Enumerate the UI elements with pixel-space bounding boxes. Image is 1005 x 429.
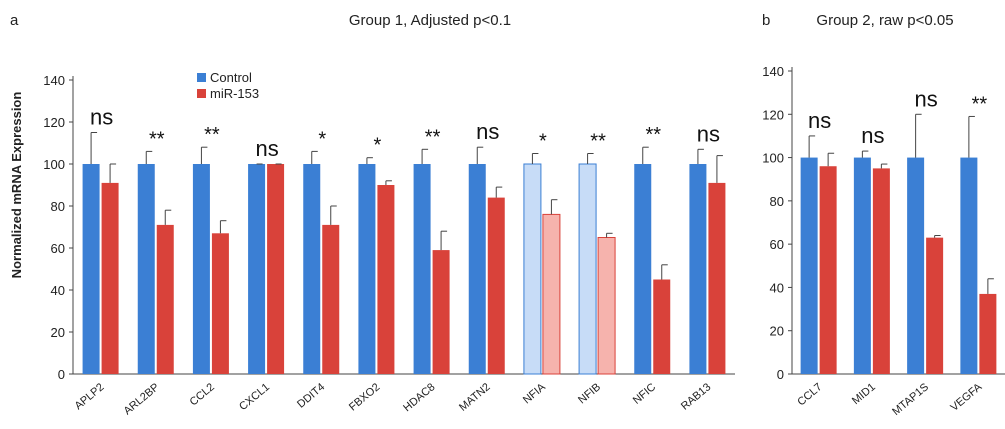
panel-a-significance-label: ** — [645, 124, 661, 146]
panel-b-significance-label: ** — [972, 93, 988, 115]
panel-b-category-label: CCL7 — [795, 381, 824, 408]
panel-a-category-label: RAB13 — [679, 381, 713, 413]
panel-a-bar-control — [303, 164, 321, 374]
panel-a-category-label: CCL2 — [188, 381, 217, 408]
panel-b-bar-control — [960, 157, 978, 374]
panel-b-bar-mir153 — [979, 293, 997, 374]
panel-b-bar-control — [853, 157, 871, 374]
panel-a-significance-label: * — [374, 135, 382, 157]
panel-a-y-tick-label: 80 — [51, 199, 65, 214]
panel-a-y-tick-label: 20 — [51, 325, 65, 340]
panel-a-significance-label: * — [539, 131, 547, 153]
panel-b-bar-control — [907, 157, 925, 374]
panel-a-bar-control — [578, 163, 597, 375]
panel-a-category-label: NFIB — [576, 381, 603, 406]
panel-a-bar-control — [358, 164, 376, 374]
panel-a-category-label: ARL2BP — [122, 381, 162, 417]
panel-a-bar-control — [634, 164, 652, 374]
panel-b-bar-control — [800, 157, 818, 374]
panel-a-bar-control — [523, 163, 542, 375]
panel-b-category-label: MID1 — [850, 381, 878, 407]
panel-a-y-tick-label: 40 — [51, 283, 65, 298]
legend-label-control: Control — [210, 70, 252, 85]
panel-a-bar-control — [82, 164, 100, 374]
panel-a-significance-label: * — [318, 128, 326, 150]
panel-a-bar-mir153 — [211, 233, 229, 374]
panel-b-y-tick-label: 40 — [770, 280, 784, 295]
legend-label-mir153: miR-153 — [210, 86, 259, 101]
panel-a-y-tick-label: 120 — [43, 115, 65, 130]
panel-b-category-label: MTAP1S — [890, 381, 931, 418]
panel-a-bar-mir153 — [597, 237, 616, 375]
panel-b-y-tick-label: 140 — [762, 64, 784, 79]
panel-a-label: a — [10, 12, 19, 29]
panel-b-y-tick-label: 0 — [777, 367, 784, 382]
panel-a-category-label: MATN2 — [457, 381, 493, 414]
panel-a-category-label: DDIT4 — [295, 381, 327, 411]
panel-b-y-tick-label: 20 — [770, 324, 784, 339]
panel-b-significance-label: ns — [915, 86, 938, 111]
panel-b-y-tick-label: 60 — [770, 237, 784, 252]
panel-a-bar-mir153 — [542, 213, 561, 375]
panel-a-bar-mir153 — [487, 197, 505, 374]
panel-a-bar-mir153 — [432, 250, 450, 374]
panel-b-bar-mir153 — [872, 168, 890, 374]
panel-b-significance-label: ns — [861, 123, 884, 148]
panel-a-bar-control — [137, 164, 155, 374]
panel-a-significance-label: ns — [697, 121, 720, 146]
panel-a-category-label: FBXO2 — [347, 381, 382, 413]
panel-b-bar-mir153 — [819, 166, 837, 374]
panel-a-significance-label: ns — [90, 105, 113, 130]
legend-swatch-mir153 — [197, 89, 206, 98]
panel-a-bar-mir153 — [653, 279, 671, 374]
panel-a-significance-label: ** — [425, 126, 441, 148]
panel-a-bar-mir153 — [267, 164, 285, 374]
panel-a-bar-control — [413, 164, 431, 374]
panel-a-category-label: HDAC8 — [401, 381, 437, 414]
panel-b-significance-label: ns — [808, 108, 831, 133]
y-axis-label: Normalized mRNA Expression — [9, 92, 24, 279]
panel-a-bar-mir153 — [156, 224, 174, 374]
panel-b-y-tick-label: 100 — [762, 151, 784, 166]
panel-a-category-label: NFIC — [631, 381, 658, 407]
panel-b-label: b — [762, 12, 770, 29]
panel-b-y-tick-label: 80 — [770, 194, 784, 209]
legend-swatch-control — [197, 73, 206, 82]
panel-a-y-tick-label: 140 — [43, 73, 65, 88]
panel-a-y-tick-label: 100 — [43, 157, 65, 172]
panel-a-bar-control — [689, 164, 707, 374]
panel-a-title: Group 1, Adjusted p<0.1 — [349, 12, 511, 29]
panel-a-significance-label: ** — [590, 131, 606, 153]
panel-a-bar-mir153 — [101, 182, 119, 374]
panel-a-bar-control — [248, 164, 266, 374]
panel-b-plot: 0 20 40 60 80 100 120 140 ns CCL7 ns MID1 ns MTAP1S **… — [762, 64, 1005, 418]
panel-b-y-tick-label: 120 — [762, 107, 784, 122]
panel-a-y-tick-label: 0 — [58, 367, 65, 382]
panel-a-bar-mir153 — [322, 224, 340, 374]
panel-a-plot: 020406080100120140nsAPLP2**ARL2BP**CCL2n… — [43, 70, 735, 417]
panel-b-title: Group 2, raw p<0.05 — [816, 12, 953, 29]
panel-a-bar-control — [192, 164, 210, 374]
panel-a-bar-control — [468, 164, 486, 374]
panel-a-significance-label: ** — [204, 124, 220, 146]
panel-a-bar-mir153 — [708, 182, 726, 374]
panel-a-y-tick-label: 60 — [51, 241, 65, 256]
panel-a-significance-label: ns — [476, 119, 499, 144]
panel-a-category-label: CXCL1 — [237, 381, 272, 413]
panel-a-bar-mir153 — [377, 185, 395, 374]
panel-a-category-label: APLP2 — [73, 381, 107, 412]
panel-b-bar-mir153 — [926, 237, 944, 374]
panel-a-category-label: NFIA — [521, 381, 548, 407]
panel-a-significance-label: ** — [149, 128, 165, 150]
panel-b-category-label: VEGFA — [948, 381, 984, 414]
panel-a-significance-label: ns — [255, 136, 278, 161]
